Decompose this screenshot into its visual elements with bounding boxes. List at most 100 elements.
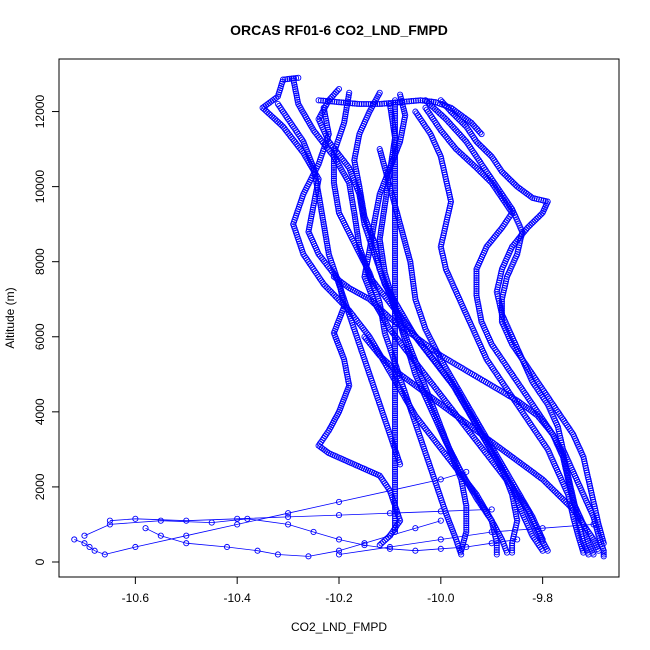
data-point — [331, 181, 338, 189]
data-point — [391, 267, 399, 274]
data-point — [285, 513, 292, 520]
data-point — [498, 314, 505, 321]
y-tick-label: 10000 — [33, 170, 47, 204]
data-point — [391, 239, 399, 246]
data-point — [473, 281, 480, 288]
data-point — [353, 224, 360, 231]
data-point — [391, 421, 399, 428]
data-point — [391, 226, 399, 233]
data-point — [488, 506, 495, 513]
data-point — [445, 189, 453, 196]
data-point — [391, 495, 399, 502]
data-point — [585, 551, 592, 558]
data-point — [358, 100, 365, 108]
y-tick-label: 4000 — [33, 398, 47, 425]
data-point — [512, 508, 519, 515]
data-point — [379, 217, 386, 224]
data-point — [503, 273, 511, 280]
data-point — [388, 109, 395, 116]
data-point — [391, 223, 399, 231]
data-point — [441, 171, 448, 178]
data-point — [487, 152, 494, 159]
data-point — [132, 543, 139, 551]
data-point — [352, 220, 359, 227]
data-point — [377, 242, 384, 249]
y-tick-label: 8000 — [33, 248, 47, 275]
data-point — [527, 221, 534, 228]
data-point — [391, 330, 399, 337]
data-point — [290, 77, 297, 84]
data-point — [509, 544, 516, 551]
data-point — [388, 111, 395, 118]
data-point — [555, 426, 562, 433]
data-point — [308, 211, 315, 218]
data-point — [490, 526, 497, 533]
data-point — [475, 305, 483, 312]
chart-title: ORCAS RF01-6 CO2_LND_FMPD — [230, 22, 448, 38]
data-point — [509, 547, 516, 554]
data-point — [378, 248, 385, 255]
data-point — [440, 232, 447, 239]
data-point — [600, 551, 607, 558]
data-point — [317, 201, 324, 208]
data-point — [308, 213, 315, 220]
data-point — [456, 148, 463, 156]
data-point — [390, 99, 397, 106]
data-point — [391, 513, 399, 520]
data-point — [345, 99, 352, 107]
data-point — [330, 175, 337, 182]
data-point — [408, 265, 415, 272]
data-point — [324, 122, 331, 129]
data-point — [344, 375, 351, 383]
data-point — [463, 517, 470, 525]
data-point — [358, 194, 365, 201]
data-point — [391, 256, 399, 263]
data-point — [473, 288, 480, 295]
data-point — [512, 526, 519, 533]
data-point — [473, 266, 480, 273]
data-point — [439, 162, 446, 169]
data-point — [477, 314, 484, 321]
data-point — [313, 177, 320, 185]
data-point — [531, 217, 539, 224]
data-point — [584, 471, 591, 478]
data-point — [370, 223, 377, 230]
data-point — [391, 526, 399, 533]
data-point — [544, 480, 551, 487]
data-point — [329, 98, 336, 105]
data-point — [391, 297, 399, 304]
data-point — [106, 517, 113, 524]
data-point — [391, 245, 399, 252]
data-point — [564, 470, 571, 477]
data-point — [476, 307, 483, 314]
data-point — [314, 184, 321, 191]
data-point — [387, 99, 395, 107]
data-point — [315, 97, 322, 104]
data-point — [381, 325, 388, 332]
data-point — [380, 212, 387, 219]
data-point — [391, 479, 399, 486]
data-point — [365, 251, 372, 258]
data-point — [208, 519, 215, 526]
data-point — [388, 158, 395, 165]
data-point — [391, 397, 399, 404]
data-point — [311, 171, 318, 178]
data-point — [391, 126, 399, 133]
data-point — [101, 551, 108, 558]
data-point — [374, 100, 381, 108]
data-point — [81, 540, 88, 547]
data-point — [335, 99, 343, 106]
data-point — [478, 131, 485, 138]
data-point — [391, 466, 399, 473]
data-point — [359, 202, 366, 209]
data-point — [473, 290, 480, 297]
data-point — [311, 169, 318, 176]
data-point — [502, 278, 510, 285]
data-point — [367, 243, 374, 250]
data-point — [391, 524, 399, 531]
data-point — [391, 399, 399, 406]
data-point — [511, 502, 518, 509]
data-point — [381, 202, 388, 209]
data-point — [391, 497, 399, 504]
data-point — [351, 159, 358, 166]
